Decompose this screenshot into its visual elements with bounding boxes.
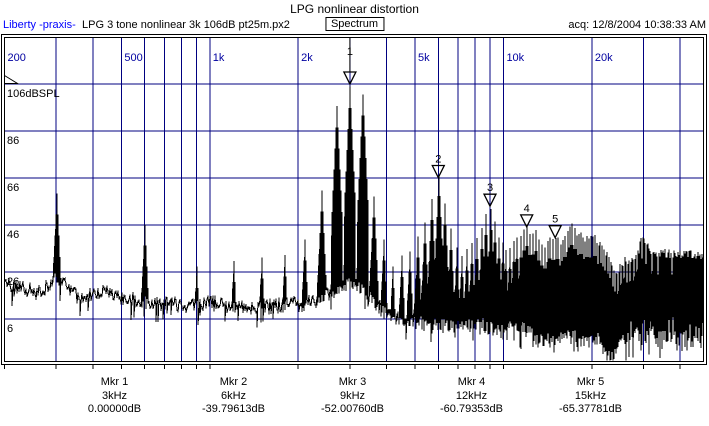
marker-arrow-5[interactable]: 5: [548, 214, 563, 240]
marker-frequency: 3kHz: [101, 389, 128, 402]
marker-column: Mkr 1 3kHz 0.00000dB: [55, 376, 174, 417]
reference-level-flag: [4, 74, 20, 84]
view-mode-button[interactable]: Spectrum: [324, 17, 385, 31]
freq-tick-label: 20k: [595, 52, 613, 64]
db-tick-label: 106dBSPL: [7, 88, 60, 100]
marker-name: Mkr 1: [100, 376, 129, 388]
marker-triangle-icon[interactable]: [548, 225, 563, 240]
marker-arrow-3[interactable]: 3: [482, 182, 498, 208]
marker-arrow-2[interactable]: 2: [431, 154, 446, 179]
freq-tick-label: 500: [124, 52, 142, 64]
marker-name: Mkr 3: [338, 376, 367, 388]
marker-number-label: 1: [347, 46, 353, 58]
marker-frequency: 9kHz: [339, 389, 366, 402]
marker-triangle-icon[interactable]: [431, 164, 446, 179]
marker-column: Mkr 4 12kHz -60.79353dB: [412, 376, 531, 417]
marker-frequency: 12kHz: [455, 389, 488, 402]
db-tick-label: 86: [7, 135, 19, 147]
marker-name: Mkr 2: [219, 376, 248, 388]
marker-name: Mkr 5: [576, 376, 605, 388]
marker-triangle-icon[interactable]: [482, 193, 498, 208]
freq-tick-label: 5k: [418, 52, 430, 64]
marker-table: Mkr 1 3kHz 0.00000dB Mkr 2 6kHz -39.79613dB Mk…: [55, 376, 650, 417]
page-title: LPG nonlinear distortion: [290, 2, 419, 16]
marker-level: -60.79353dB: [440, 403, 503, 415]
marker-level: -52.00760dB: [321, 403, 384, 415]
freq-tick-label: 2k: [301, 52, 313, 64]
file-name: LPG 3 tone nonlinear 3k 106dB pt25m.px2: [82, 19, 290, 31]
marker-number-label: 5: [552, 214, 558, 226]
marker-arrow-4[interactable]: 4: [519, 203, 534, 229]
marker-name: Mkr 4: [457, 376, 486, 388]
freq-tick-label: 10k: [506, 52, 524, 64]
db-tick-label: 66: [7, 182, 19, 194]
freq-tick-label: 200: [8, 52, 26, 64]
marker-frequency: 15kHz: [574, 389, 607, 402]
spectrum-trace: [4, 86, 704, 361]
db-tick-label: 46: [7, 229, 19, 241]
db-tick-label: 6: [7, 323, 13, 335]
marker-level: -65.37781dB: [559, 403, 622, 415]
info-bar: Liberty -praxis- LPG 3 tone nonlinear 3k…: [0, 17, 709, 34]
acquisition-timestamp: acq: 12/8/2004 10:38:33 AM: [568, 19, 706, 31]
freq-tick-label: 1k: [213, 52, 225, 64]
marker-number-label: 3: [487, 182, 493, 194]
marker-frequency: 6kHz: [220, 389, 247, 402]
marker-arrow-1[interactable]: 1: [342, 37, 357, 86]
marker-column: Mkr 2 6kHz -39.79613dB: [174, 376, 293, 417]
marker-level: -39.79613dB: [202, 403, 265, 415]
marker-number-label: 4: [524, 203, 530, 215]
marker-number-label: 2: [435, 154, 441, 166]
marker-level: 0.00000dB: [87, 403, 142, 415]
chart-inner-border: [4, 37, 704, 362]
marker-column: Mkr 5 15kHz -65.37781dB: [531, 376, 650, 417]
chart-outer-border: [1, 34, 707, 365]
marker-column: Mkr 3 9kHz -52.00760dB: [293, 376, 412, 417]
app-name: Liberty -praxis-: [3, 19, 76, 31]
marker-triangle-icon[interactable]: [519, 214, 534, 229]
